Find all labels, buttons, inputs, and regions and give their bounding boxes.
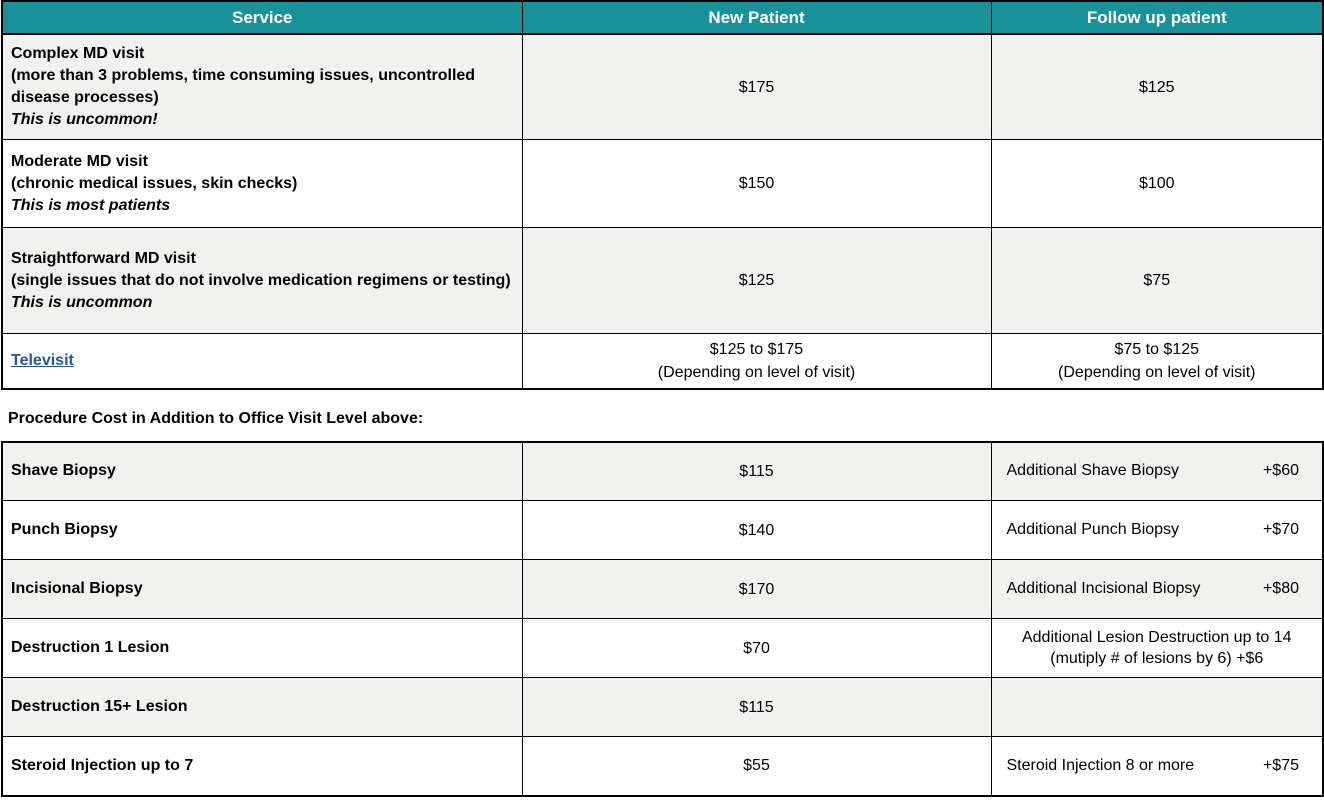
new-patient-price: $175 bbox=[521, 33, 992, 140]
service-note: This is uncommon bbox=[11, 293, 153, 311]
price-range: $75 to $125 bbox=[1114, 340, 1200, 358]
additional-price: +$80 bbox=[1262, 580, 1299, 597]
service-title: Moderate MD visit bbox=[11, 152, 148, 170]
procedure-name: Destruction 15+ Lesion bbox=[1, 677, 523, 737]
service-cell: Complex MD visit (more than 3 problems, … bbox=[1, 33, 523, 140]
table-row-shave-biopsy: Shave Biopsy $115 Additional Shave Biops… bbox=[1, 441, 1324, 501]
service-description: (more than 3 problems, time consuming is… bbox=[11, 67, 476, 106]
table-row-moderate-visit: Moderate MD visit (chronic medical issue… bbox=[1, 139, 1324, 228]
procedure-name: Steroid Injection up to 7 bbox=[1, 736, 523, 796]
additional-label: Additional Punch Biopsy bbox=[1006, 521, 1180, 538]
procedure-pricing-table: Shave Biopsy $115 Additional Shave Biops… bbox=[1, 440, 1324, 797]
column-header-service: Service bbox=[1, 0, 523, 35]
column-header-follow-up: Follow up patient bbox=[990, 0, 1324, 35]
additional-cell: Additional Punch Biopsy +$70 bbox=[990, 500, 1324, 560]
table-row-destruction-15-plus-lesion: Destruction 15+ Lesion $115 bbox=[1, 677, 1324, 737]
additional-cell: Additional Lesion Destruction up to 14 (… bbox=[990, 618, 1324, 678]
procedure-price: $70 bbox=[521, 618, 992, 678]
visit-table-header-row: Service New Patient Follow up patient bbox=[1, 0, 1324, 35]
televisit-link[interactable]: Televisit bbox=[11, 351, 74, 369]
follow-up-price: $125 bbox=[990, 33, 1324, 140]
additional-label: Steroid Injection 8 or more bbox=[1006, 756, 1195, 774]
follow-up-price-cell: $75 to $125 (Depending on level of visit… bbox=[990, 333, 1324, 389]
additional-label: Additional Incisional Biopsy bbox=[1006, 580, 1201, 597]
service-cell: Moderate MD visit (chronic medical issue… bbox=[1, 139, 523, 228]
service-cell: Televisit bbox=[1, 333, 523, 389]
additional-cell-empty bbox=[990, 677, 1324, 737]
additional-label: Additional Shave Biopsy bbox=[1006, 462, 1180, 480]
table-row-steroid-injection: Steroid Injection up to 7 $55 Steroid In… bbox=[1, 736, 1324, 796]
procedure-price: $55 bbox=[521, 736, 992, 796]
additional-cell: Additional Incisional Biopsy +$80 bbox=[990, 559, 1324, 619]
follow-up-price: $100 bbox=[990, 139, 1324, 228]
new-patient-price: $150 bbox=[521, 139, 992, 228]
column-header-new-patient: New Patient bbox=[521, 0, 992, 35]
new-patient-price: $125 bbox=[521, 227, 992, 334]
service-note: This is uncommon! bbox=[11, 111, 158, 128]
service-cell: Straightforward MD visit (single issues … bbox=[1, 227, 523, 334]
additional-price: +$70 bbox=[1262, 521, 1299, 538]
procedure-price: $115 bbox=[521, 677, 992, 737]
service-description: (chronic medical issues, skin checks) bbox=[11, 174, 298, 192]
service-note: This is most patients bbox=[11, 196, 171, 214]
procedure-section-heading: Procedure Cost in Addition to Office Vis… bbox=[8, 409, 424, 427]
price-note: (Depending on level of visit) bbox=[657, 363, 856, 381]
table-row-complex-visit: Complex MD visit (more than 3 problems, … bbox=[1, 33, 1324, 140]
procedure-name: Shave Biopsy bbox=[1, 441, 523, 501]
service-title: Straightforward MD visit bbox=[11, 249, 196, 267]
service-description: (single issues that do not involve medic… bbox=[11, 271, 511, 289]
procedure-name: Punch Biopsy bbox=[1, 500, 523, 560]
procedure-price: $140 bbox=[521, 500, 992, 560]
table-row-destruction-1-lesion: Destruction 1 Lesion $70 Additional Lesi… bbox=[1, 618, 1324, 678]
new-patient-price-cell: $125 to $175 (Depending on level of visi… bbox=[521, 333, 992, 389]
visit-pricing-table: Service New Patient Follow up patient Co… bbox=[1, 0, 1324, 390]
service-title: Complex MD visit bbox=[11, 45, 145, 62]
procedure-price: $115 bbox=[521, 441, 992, 501]
additional-price: +$75 bbox=[1262, 756, 1299, 774]
table-row-straightforward-visit: Straightforward MD visit (single issues … bbox=[1, 227, 1324, 334]
table-row-incisional-biopsy: Incisional Biopsy $170 Additional Incisi… bbox=[1, 559, 1324, 619]
additional-price: +$60 bbox=[1262, 462, 1299, 480]
procedure-price: $170 bbox=[521, 559, 992, 619]
table-row-televisit: Televisit $125 to $175 (Depending on lev… bbox=[1, 333, 1324, 389]
price-note: (Depending on level of visit) bbox=[1058, 363, 1256, 381]
additional-text: Additional Lesion Destruction up to 14 (… bbox=[1021, 629, 1292, 667]
additional-cell: Additional Shave Biopsy +$60 bbox=[990, 441, 1324, 501]
price-range: $125 to $175 bbox=[709, 340, 804, 358]
procedure-name: Destruction 1 Lesion bbox=[1, 618, 523, 678]
follow-up-price: $75 bbox=[990, 227, 1324, 334]
additional-cell: Steroid Injection 8 or more +$75 bbox=[990, 736, 1324, 796]
table-row-punch-biopsy: Punch Biopsy $140 Additional Punch Biops… bbox=[1, 500, 1324, 560]
procedure-name: Incisional Biopsy bbox=[1, 559, 523, 619]
